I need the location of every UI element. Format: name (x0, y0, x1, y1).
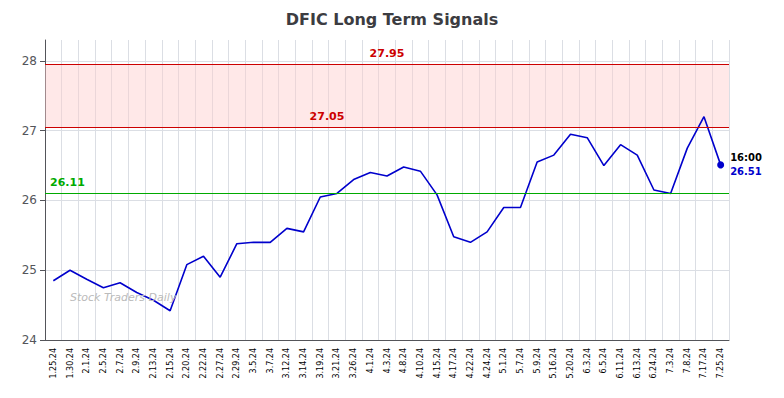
svg-text:1.25.24: 1.25.24 (49, 348, 58, 379)
svg-text:4.1.24: 4.1.24 (366, 348, 375, 373)
svg-text:Stock Traders Daily: Stock Traders Daily (70, 291, 177, 304)
svg-text:2.15.24: 2.15.24 (166, 348, 175, 379)
svg-text:5.20.24: 5.20.24 (566, 348, 575, 379)
svg-text:1.30.24: 1.30.24 (66, 348, 75, 379)
svg-text:3.19.24: 3.19.24 (316, 348, 325, 379)
svg-text:25: 25 (22, 263, 37, 277)
svg-text:4.22.24: 4.22.24 (466, 348, 475, 379)
svg-text:5.7.24: 5.7.24 (516, 348, 525, 373)
svg-text:2.13.24: 2.13.24 (149, 348, 158, 379)
svg-text:5.16.24: 5.16.24 (549, 348, 558, 379)
svg-text:2.22.24: 2.22.24 (199, 348, 208, 379)
svg-text:4.3.24: 4.3.24 (383, 348, 392, 373)
svg-text:4.17.24: 4.17.24 (449, 348, 458, 379)
svg-text:6.24.24: 6.24.24 (649, 348, 658, 379)
svg-text:27.95: 27.95 (370, 47, 405, 60)
svg-text:16:00: 16:00 (730, 152, 762, 163)
svg-text:2.9.24: 2.9.24 (132, 348, 141, 373)
svg-text:6.3.24: 6.3.24 (583, 348, 592, 373)
svg-text:5.9.24: 5.9.24 (533, 348, 542, 373)
svg-text:3.14.24: 3.14.24 (299, 348, 308, 379)
svg-text:27.05: 27.05 (310, 110, 345, 123)
svg-text:3.26.24: 3.26.24 (349, 348, 358, 379)
svg-text:2.29.24: 2.29.24 (232, 348, 241, 379)
svg-text:5.1.24: 5.1.24 (499, 348, 508, 373)
svg-text:6.5.24: 6.5.24 (599, 348, 608, 373)
svg-text:28: 28 (22, 54, 37, 68)
svg-text:4.15.24: 4.15.24 (433, 348, 442, 379)
svg-text:24: 24 (22, 333, 37, 347)
svg-text:2.7.24: 2.7.24 (116, 348, 125, 373)
svg-text:26.51: 26.51 (730, 166, 762, 177)
svg-text:26: 26 (22, 193, 37, 207)
svg-text:26.11: 26.11 (50, 176, 85, 189)
svg-text:4.24.24: 4.24.24 (483, 348, 492, 379)
svg-text:3.12.24: 3.12.24 (282, 348, 291, 379)
svg-text:6.11.24: 6.11.24 (616, 348, 625, 379)
svg-text:7.3.24: 7.3.24 (666, 348, 675, 373)
svg-text:DFIC Long Term Signals: DFIC Long Term Signals (286, 10, 499, 29)
svg-text:3.21.24: 3.21.24 (332, 348, 341, 379)
svg-text:4.10.24: 4.10.24 (416, 348, 425, 379)
svg-text:27: 27 (22, 124, 37, 138)
svg-text:2.1.24: 2.1.24 (82, 348, 91, 373)
svg-text:4.8.24: 4.8.24 (399, 348, 408, 373)
svg-text:2.27.24: 2.27.24 (216, 348, 225, 379)
svg-text:2.5.24: 2.5.24 (99, 348, 108, 373)
svg-text:7.17.24: 7.17.24 (699, 348, 708, 379)
svg-text:3.5.24: 3.5.24 (249, 348, 258, 373)
svg-text:7.8.24: 7.8.24 (683, 348, 692, 373)
svg-text:3.7.24: 3.7.24 (266, 348, 275, 373)
svg-text:7.25.24: 7.25.24 (716, 348, 725, 379)
svg-text:6.13.24: 6.13.24 (633, 348, 642, 379)
svg-text:2.20.24: 2.20.24 (182, 348, 191, 379)
